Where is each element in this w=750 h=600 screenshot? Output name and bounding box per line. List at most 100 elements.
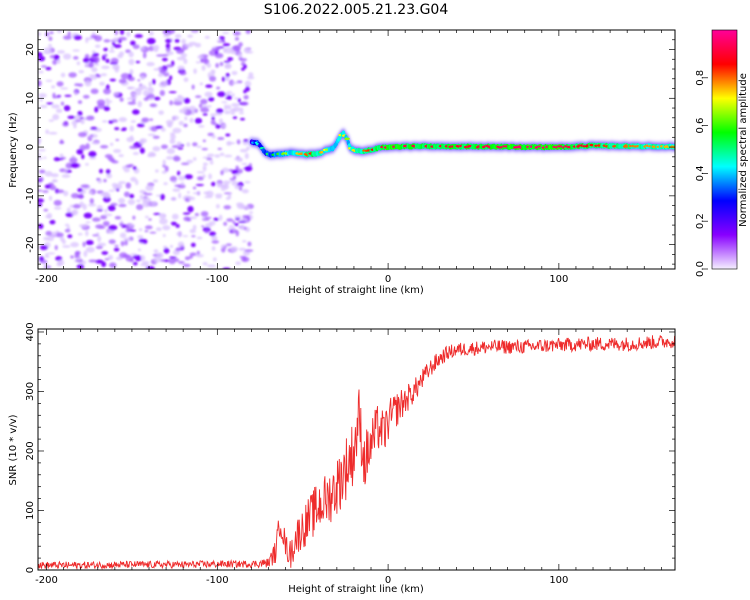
noise-dot xyxy=(171,115,180,121)
noise-dot xyxy=(240,217,248,222)
noise-dot xyxy=(53,206,62,210)
noise-dot xyxy=(136,199,141,203)
noise-dot xyxy=(208,96,215,102)
noise-dot xyxy=(191,84,195,90)
noise-dot xyxy=(126,97,135,101)
noise-dot xyxy=(152,78,156,85)
noise-dot xyxy=(236,158,243,163)
noise-dot xyxy=(104,193,111,199)
noise-dot xyxy=(247,241,252,247)
noise-dot xyxy=(160,144,168,150)
noise-dot xyxy=(47,252,56,255)
noise-dot xyxy=(132,152,139,156)
noise-dot xyxy=(221,76,226,82)
noise-dot xyxy=(73,56,79,60)
noise-dot xyxy=(174,38,180,43)
noise-dot xyxy=(152,146,161,152)
noise-dot xyxy=(152,135,160,139)
noise-dot xyxy=(196,250,200,255)
noise-dot xyxy=(169,100,173,106)
noise-dot xyxy=(113,149,122,154)
noise-dot xyxy=(177,65,185,71)
colorbar: 0.0 0.2 0.4 0.6 0.8 Normalized spectral ampl… xyxy=(695,29,749,277)
noise-dot xyxy=(38,169,46,174)
noise-dot xyxy=(244,249,254,253)
noise-dot xyxy=(142,52,147,59)
noise-dot xyxy=(82,203,87,211)
noise-dot xyxy=(140,75,145,80)
noise-dot xyxy=(192,192,201,195)
ridge-peak xyxy=(344,137,350,141)
noise-dot xyxy=(161,214,167,217)
noise-dot xyxy=(92,234,99,237)
noise-dot xyxy=(43,208,49,212)
noise-dot xyxy=(109,142,114,147)
noise-dot xyxy=(53,54,60,61)
noise-dot xyxy=(243,94,249,100)
noise-dot xyxy=(165,38,172,44)
noise-dot xyxy=(231,169,239,175)
noise-dot xyxy=(209,75,217,82)
noise-dot xyxy=(212,257,217,262)
noise-dot xyxy=(226,91,233,94)
noise-dot xyxy=(79,144,87,151)
noise-dot xyxy=(44,255,50,258)
noise-dot xyxy=(132,261,138,266)
snr-frame xyxy=(37,328,676,571)
noise-dot xyxy=(231,71,238,76)
noise-dot xyxy=(38,80,42,87)
noise-dot xyxy=(200,98,208,105)
noise-dot xyxy=(118,117,127,123)
noise-dot xyxy=(61,174,71,178)
noise-dot xyxy=(165,119,174,125)
noise-dot xyxy=(130,253,138,256)
noise-dot xyxy=(88,259,98,263)
colorbar-tick-label: 0.4 xyxy=(695,165,706,181)
noise-dot xyxy=(85,163,89,166)
noise-dot xyxy=(177,94,182,98)
noise-dot xyxy=(109,78,117,82)
noise-dot xyxy=(211,246,216,251)
noise-dot xyxy=(211,240,220,244)
noise-dot xyxy=(243,64,247,69)
noise-dot xyxy=(110,202,118,206)
noise-dot xyxy=(235,261,241,266)
noise-dot xyxy=(52,114,60,121)
noise-dot xyxy=(217,46,225,49)
noise-dot xyxy=(172,188,181,192)
snr-y-tick-label: 300 xyxy=(25,382,36,401)
noise-dot xyxy=(128,224,135,227)
noise-dot xyxy=(219,36,225,40)
noise-dot xyxy=(77,232,83,236)
noise-dot xyxy=(46,102,54,105)
noise-dot xyxy=(168,257,176,265)
noise-dot xyxy=(239,255,246,259)
noise-dot xyxy=(204,216,212,219)
noise-dot xyxy=(165,30,171,33)
noise-dot xyxy=(203,191,210,195)
noise-dot xyxy=(181,162,190,166)
noise-dot xyxy=(143,97,149,101)
spectrogram-y-tick-label: -10 xyxy=(25,188,36,204)
noise-dot xyxy=(188,105,196,112)
noise-dot xyxy=(129,68,134,75)
noise-dot xyxy=(223,205,232,210)
noise-dot xyxy=(85,221,91,224)
noise-dot xyxy=(241,162,248,166)
noise-dot xyxy=(163,182,168,186)
noise-dot xyxy=(99,145,109,149)
noise-dot xyxy=(173,155,181,162)
noise-dot xyxy=(238,220,247,224)
noise-dot xyxy=(202,139,206,143)
noise-dot xyxy=(95,259,104,264)
noise-dot xyxy=(64,228,71,233)
noise-dot xyxy=(146,61,155,67)
noise-dot xyxy=(94,44,101,48)
noise-dot xyxy=(178,175,186,181)
noise-dot xyxy=(67,31,71,37)
noise-dot xyxy=(219,152,225,157)
noise-dot xyxy=(123,191,130,198)
noise-dot xyxy=(179,71,187,76)
noise-dot xyxy=(146,37,156,45)
noise-dot xyxy=(199,82,204,86)
